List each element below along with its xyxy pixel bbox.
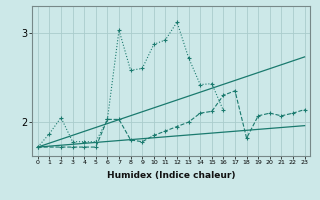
X-axis label: Humidex (Indice chaleur): Humidex (Indice chaleur) xyxy=(107,171,236,180)
